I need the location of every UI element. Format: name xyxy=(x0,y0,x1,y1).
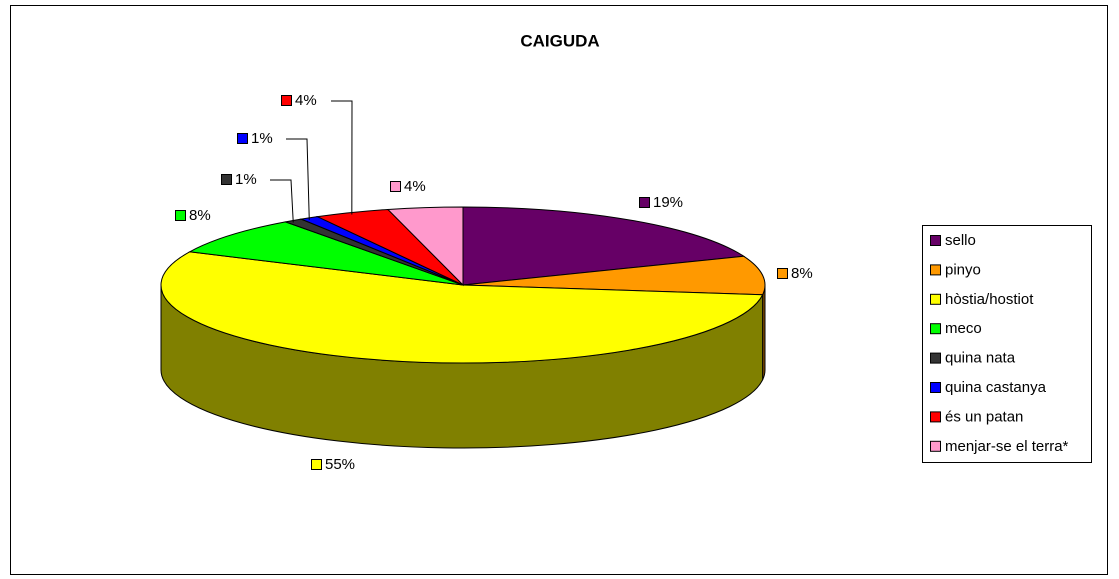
legend-box xyxy=(922,225,1092,463)
legend-key xyxy=(930,293,941,305)
data-label: 4% xyxy=(404,178,426,195)
pie-slice xyxy=(188,221,464,286)
label-key xyxy=(311,459,322,470)
pie-slice xyxy=(386,206,464,287)
label-key xyxy=(237,133,248,144)
leader-line xyxy=(331,100,353,215)
label-key xyxy=(281,95,292,106)
leader-line xyxy=(270,179,294,223)
label-key xyxy=(777,268,788,279)
legend-label: pinyo xyxy=(945,261,981,278)
data-label: 8% xyxy=(791,265,813,282)
legend-key xyxy=(930,323,941,335)
pie-slice xyxy=(160,251,764,364)
legend-key xyxy=(930,411,941,423)
pie-slice xyxy=(462,255,766,296)
legend-label: sello xyxy=(945,232,976,249)
legend-label: hòstia/hostiot xyxy=(945,291,1034,308)
pie-slice xyxy=(462,206,746,286)
data-label: 1% xyxy=(251,130,273,147)
data-label: 8% xyxy=(189,207,211,224)
legend-label: menjar-se el terra* xyxy=(945,438,1069,455)
data-label: 19% xyxy=(653,194,683,211)
data-label: 55% xyxy=(325,456,355,473)
legend-label: quina nata xyxy=(945,350,1016,367)
legend-key xyxy=(930,440,941,452)
legend-key xyxy=(930,382,941,393)
label-key xyxy=(639,197,650,208)
legend-key xyxy=(930,235,941,246)
chart-title: CAIGUDA xyxy=(520,31,599,50)
legend-key xyxy=(930,352,941,364)
legend-key xyxy=(930,264,941,276)
legend-label: quina castanya xyxy=(945,379,1047,396)
legend-label: és un patan xyxy=(945,408,1023,425)
label-key xyxy=(221,174,232,185)
data-label: 4% xyxy=(295,92,317,109)
label-key xyxy=(390,181,401,192)
label-key xyxy=(175,210,186,221)
data-label: 1% xyxy=(235,171,257,188)
leader-line xyxy=(286,138,310,220)
legend-label: meco xyxy=(945,320,982,337)
